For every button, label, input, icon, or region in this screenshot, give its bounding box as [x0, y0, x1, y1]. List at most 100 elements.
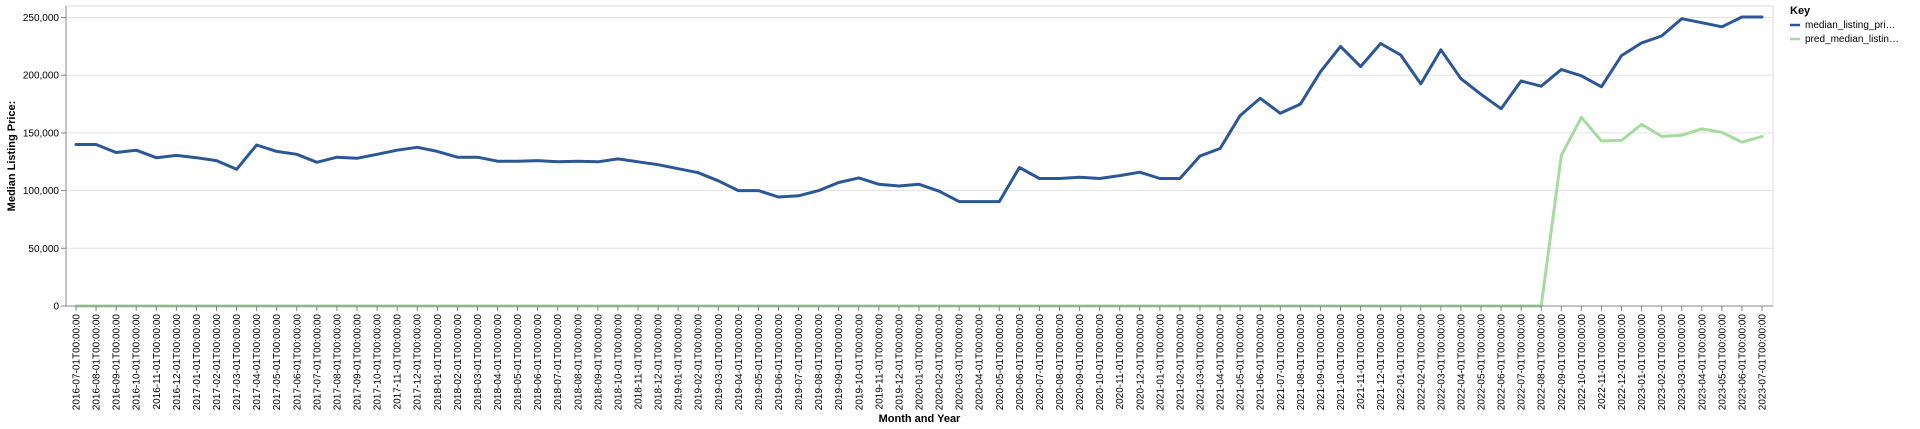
x-tick-label: 2020-04-01T00:00:00: [975, 314, 986, 411]
x-tick-label: 2017-05-01T00:00:00: [272, 314, 283, 411]
x-tick-label: 2018-04-01T00:00:00: [493, 314, 504, 411]
x-tick-label: 2018-06-01T00:00:00: [533, 314, 544, 411]
x-tick-label: 2019-04-01T00:00:00: [734, 314, 745, 411]
x-tick-label: 2017-06-01T00:00:00: [292, 314, 303, 411]
x-tick-label: 2022-11-01T00:00:00: [1597, 314, 1608, 410]
x-tick-label: 2022-08-01T00:00:00: [1537, 314, 1548, 411]
x-tick-label: 2021-05-01T00:00:00: [1236, 314, 1247, 411]
x-tick-label: 2020-05-01T00:00:00: [995, 314, 1006, 411]
x-tick-label: 2021-01-01T00:00:00: [1155, 314, 1166, 411]
x-tick-label: 2021-10-01T00:00:00: [1336, 314, 1347, 411]
x-tick-label: 2020-11-01T00:00:00: [1115, 314, 1126, 410]
x-tick-label: 2017-09-01T00:00:00: [353, 314, 364, 411]
x-tick-label: 2017-03-01T00:00:00: [232, 314, 243, 411]
x-tick-label: 2018-09-01T00:00:00: [593, 314, 604, 411]
x-tick-label: 2018-07-01T00:00:00: [553, 314, 564, 411]
x-tick-label: 2021-07-01T00:00:00: [1276, 314, 1287, 411]
x-tick-label: 2023-05-01T00:00:00: [1717, 314, 1728, 411]
x-tick-label: 2020-01-01T00:00:00: [915, 314, 926, 411]
y-axis-title: Median Listing Price:: [6, 101, 18, 212]
legend-item-label: pred_median_listin…: [1805, 34, 1899, 45]
x-tick-label: 2023-02-01T00:00:00: [1657, 314, 1668, 411]
x-tick-label: 2017-04-01T00:00:00: [252, 314, 263, 411]
x-tick-label: 2020-03-01T00:00:00: [955, 314, 966, 411]
x-tick-label: 2020-10-01T00:00:00: [1095, 314, 1106, 411]
x-tick-label: 2017-07-01T00:00:00: [312, 314, 323, 411]
x-tick-label: 2021-11-01T00:00:00: [1356, 314, 1367, 410]
x-tick-label: 2017-12-01T00:00:00: [413, 314, 424, 411]
x-tick-label: 2016-11-01T00:00:00: [152, 314, 163, 410]
x-tick-label: 2023-01-01T00:00:00: [1637, 314, 1648, 411]
x-tick-label: 2019-11-01T00:00:00: [874, 314, 885, 410]
y-tick-label: 100,000: [23, 186, 60, 197]
x-tick-label: 2016-12-01T00:00:00: [172, 314, 183, 411]
x-tick-label: 2019-12-01T00:00:00: [894, 314, 905, 411]
x-tick-label: 2019-05-01T00:00:00: [754, 314, 765, 411]
x-tick-label: 2018-12-01T00:00:00: [654, 314, 665, 411]
y-tick-label: 0: [53, 302, 59, 313]
x-tick-label: 2019-02-01T00:00:00: [694, 314, 705, 411]
x-tick-label: 2017-08-01T00:00:00: [332, 314, 343, 411]
x-tick-label: 2017-11-01T00:00:00: [393, 314, 404, 410]
x-tick-label: 2021-04-01T00:00:00: [1216, 314, 1227, 411]
x-tick-label: 2021-08-01T00:00:00: [1296, 314, 1307, 411]
x-tick-label: 2021-06-01T00:00:00: [1256, 314, 1267, 411]
x-tick-label: 2017-02-01T00:00:00: [212, 314, 223, 411]
x-tick-label: 2018-02-01T00:00:00: [453, 314, 464, 411]
x-tick-label: 2021-09-01T00:00:00: [1316, 314, 1327, 411]
x-tick-label: 2022-05-01T00:00:00: [1477, 314, 1488, 411]
legend: Key median_listing_pri… pred_median_listi…: [1790, 5, 1899, 45]
y-tick-label: 150,000: [23, 128, 60, 139]
x-tick-label: 2018-08-01T00:00:00: [573, 314, 584, 411]
x-tick-label: 2019-08-01T00:00:00: [814, 314, 825, 411]
x-tick-label: 2021-12-01T00:00:00: [1376, 314, 1387, 411]
x-tick-label: 2022-02-01T00:00:00: [1416, 314, 1427, 411]
x-tick-label: 2019-10-01T00:00:00: [854, 314, 865, 411]
x-tick-label: 2022-01-01T00:00:00: [1396, 314, 1407, 411]
x-tick-label: 2018-10-01T00:00:00: [613, 314, 624, 411]
x-tick-label: 2021-02-01T00:00:00: [1175, 314, 1186, 411]
x-tick-label: 2017-01-01T00:00:00: [192, 314, 203, 411]
y-tick-label: 200,000: [23, 71, 60, 82]
series-layer: [74, 15, 1764, 308]
x-tick-label: 2019-03-01T00:00:00: [714, 314, 725, 411]
x-tick-label: 2023-06-01T00:00:00: [1737, 314, 1748, 411]
x-tick-label: 2022-10-01T00:00:00: [1577, 314, 1588, 411]
x-tick-label: 2016-10-01T00:00:00: [132, 314, 143, 411]
x-tick-label: 2022-04-01T00:00:00: [1456, 314, 1467, 411]
x-tick-label: 2022-03-01T00:00:00: [1436, 314, 1447, 411]
x-tick-label: 2023-03-01T00:00:00: [1677, 314, 1688, 411]
series-line-2: [74, 115, 1764, 308]
x-tick-label: 2022-07-01T00:00:00: [1517, 314, 1528, 411]
x-tick-label: 2016-09-01T00:00:00: [112, 314, 123, 411]
x-tick-label: 2019-01-01T00:00:00: [674, 314, 685, 411]
x-tick-label: 2020-07-01T00:00:00: [1035, 314, 1046, 411]
x-tick-label: 2017-10-01T00:00:00: [373, 314, 384, 411]
y-tick-label: 50,000: [28, 244, 59, 255]
x-axis: 2016-07-01T00:00:00 2016-08-01T00:00:00 20…: [66, 305, 1773, 411]
x-tick-label: 2020-08-01T00:00:00: [1055, 314, 1066, 411]
x-tick-label: 2021-03-01T00:00:00: [1196, 314, 1207, 411]
x-tick-label: 2023-04-01T00:00:00: [1697, 314, 1708, 411]
x-tick-label: 2018-03-01T00:00:00: [473, 314, 484, 411]
x-tick-label: 2023-07-01T00:00:00: [1758, 314, 1769, 411]
x-tick-label: 2020-09-01T00:00:00: [1075, 314, 1086, 411]
x-tick-label: 2018-01-01T00:00:00: [433, 314, 444, 411]
x-tick-label: 2019-07-01T00:00:00: [794, 314, 805, 411]
x-tick-label: 2018-05-01T00:00:00: [513, 314, 524, 411]
legend-item-label: median_listing_pri…: [1805, 20, 1896, 31]
x-tick-label: 2022-06-01T00:00:00: [1497, 314, 1508, 411]
x-tick-label: 2019-06-01T00:00:00: [774, 314, 785, 411]
x-tick-label: 2016-08-01T00:00:00: [92, 314, 103, 411]
x-tick-label: 2018-11-01T00:00:00: [634, 314, 645, 410]
legend-title: Key: [1790, 5, 1811, 17]
x-tick-label: 2020-12-01T00:00:00: [1135, 314, 1146, 411]
y-axis: 0 50,000 100,000 150,000 200,000 250,000: [23, 6, 67, 313]
x-tick-label: 2022-09-01T00:00:00: [1557, 314, 1568, 411]
x-tick-label: 2020-06-01T00:00:00: [1015, 314, 1026, 411]
y-tick-label: 250,000: [23, 13, 60, 24]
x-tick-label: 2020-02-01T00:00:00: [935, 314, 946, 411]
x-tick-label: 2019-09-01T00:00:00: [834, 314, 845, 411]
x-tick-label: 2016-07-01T00:00:00: [72, 314, 83, 411]
